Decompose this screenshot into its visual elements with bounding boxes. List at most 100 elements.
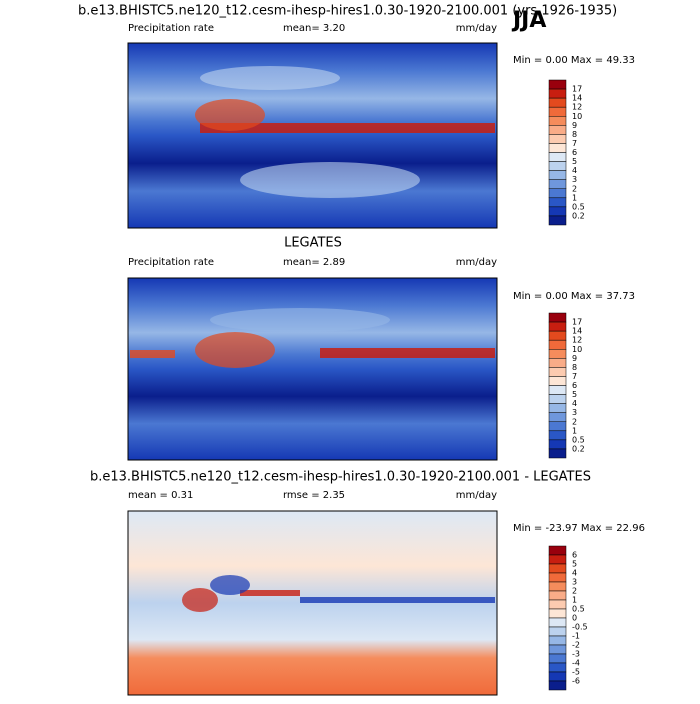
colorbar-box: [548, 581, 567, 592]
colorbar-box: [548, 394, 567, 404]
colorbar-box: [548, 680, 567, 691]
colorbar-box: [548, 403, 567, 413]
colorbar-box: [548, 662, 567, 673]
colorbar-box: [548, 125, 567, 135]
colorbar-label: 3: [572, 578, 577, 587]
colorbar-box: [548, 188, 567, 199]
colorbar-label: 1: [572, 193, 577, 202]
colorbar-box: [548, 215, 567, 226]
colorbar-box: [548, 330, 567, 341]
colorbar-box: [548, 106, 567, 117]
colorbar-box: [548, 412, 567, 422]
colorbar-label: 5: [572, 390, 577, 399]
colorbar-box: [548, 349, 567, 359]
colorbar-label: 0: [572, 614, 577, 623]
colorbar-box: [548, 617, 567, 628]
panel-units: mm/day: [456, 490, 497, 501]
colorbar-box: [548, 563, 567, 574]
panel-center-label: mean= 3.20: [283, 23, 345, 34]
colorbar-label: -4: [572, 659, 580, 668]
colorbar-box: [548, 572, 567, 583]
colorbar-box: [548, 608, 567, 619]
figure-title: b.e13.BHISTC5.ne120_t12.cesm-ihesp-hires…: [78, 4, 617, 19]
colorbar-box: [548, 376, 567, 386]
panel-left-label: mean = 0.31: [128, 490, 193, 501]
colorbar-box: [548, 671, 567, 682]
colorbar-label: 14: [572, 94, 582, 103]
colorbar-label: 5: [572, 157, 577, 166]
colorbar-label: -3: [572, 650, 580, 659]
colorbar-label: 0.5: [572, 605, 585, 614]
colorbar-label: 12: [572, 336, 582, 345]
colorbar-box: [548, 421, 567, 432]
colorbar-box: [548, 97, 567, 108]
colorbar-label: 2: [572, 417, 577, 426]
colorbar-label: 4: [572, 399, 577, 408]
colorbar-box: [548, 653, 567, 664]
colorbar-label: 7: [572, 372, 577, 381]
colorbar-label: 0.5: [572, 202, 585, 211]
panel-center-label: rmse = 2.35: [283, 490, 345, 501]
colorbar-box: [548, 79, 567, 90]
colorbar-label: 0.2: [572, 211, 585, 220]
map-panel-1: [127, 42, 498, 229]
colorbar-box: [548, 339, 567, 350]
colorbar-box: [548, 179, 567, 189]
colorbar-label: 5: [572, 560, 577, 569]
panel-left-label: Precipitation rate: [128, 23, 214, 34]
map-panel-2: [127, 277, 498, 461]
colorbar-label: 6: [572, 381, 577, 390]
colorbar-label: 17: [572, 318, 582, 327]
colorbar-box: [548, 170, 567, 180]
colorbar-label: 10: [572, 112, 582, 121]
colorbar-box: [548, 385, 567, 395]
colorbar-label: 8: [572, 130, 577, 139]
colorbar-label: 6: [572, 551, 577, 560]
colorbar-box: [548, 197, 567, 208]
colorbar-label: -0.5: [572, 623, 588, 632]
colorbar-box: [548, 206, 567, 217]
colorbar-label: 3: [572, 408, 577, 417]
colorbar-box: [548, 88, 567, 99]
colorbar-box: [548, 599, 567, 610]
season: JJA: [511, 8, 546, 33]
panel-center-label: mean= 2.89: [283, 257, 345, 268]
colorbar-box: [548, 554, 567, 565]
colorbar-label: 9: [572, 354, 577, 363]
colorbar-label: 10: [572, 345, 582, 354]
colorbar-label: 8: [572, 363, 577, 372]
colorbar-label: -1: [572, 632, 580, 641]
colorbar-label: -2: [572, 641, 580, 650]
panel-units: mm/day: [456, 23, 497, 34]
colorbar-box: [548, 644, 567, 655]
colorbar-box: [548, 430, 567, 441]
colorbar-box: [548, 358, 567, 368]
colorbar-label: -6: [572, 677, 580, 686]
colorbar-label: 6: [572, 148, 577, 157]
colorbar-box: [548, 134, 567, 144]
map-panel-3: [127, 510, 498, 696]
colorbar-label: 9: [572, 121, 577, 130]
colorbar-label: 0.5: [572, 435, 585, 444]
colorbar-box: [548, 161, 567, 171]
colorbar-box: [548, 635, 567, 646]
colorbar-label: -5: [572, 668, 580, 677]
colorbar-box: [548, 312, 567, 323]
colorbar-label: 4: [572, 569, 577, 578]
colorbar-box: [548, 143, 567, 153]
colorbar-label: 7: [572, 139, 577, 148]
colorbar-box: [548, 321, 567, 332]
colorbar-label: 3: [572, 175, 577, 184]
colorbar-box: [548, 448, 567, 459]
colorbar-label: 1: [572, 596, 577, 605]
colorbar-label: 4: [572, 166, 577, 175]
colorbar-label: 14: [572, 327, 582, 336]
colorbar-label: 2: [572, 184, 577, 193]
colorbar-box: [548, 367, 567, 377]
colorbar-box: [548, 152, 567, 162]
colorbar-box: [548, 590, 567, 601]
colorbar-box: [548, 626, 567, 637]
colorbar-box: [548, 116, 567, 126]
colorbar-label: 0.2: [572, 444, 585, 453]
